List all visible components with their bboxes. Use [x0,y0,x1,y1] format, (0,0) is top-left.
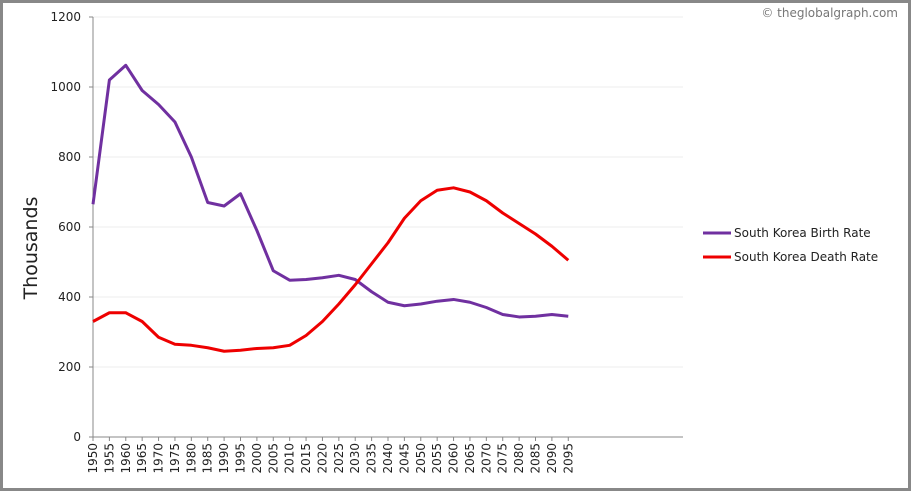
credit: © theglobalgraph.com [761,6,898,20]
y-tick-label: 800 [58,150,81,164]
y-tick-label: 1000 [50,80,81,94]
x-tick-label: 2055 [430,443,444,474]
y-tick-label: 400 [58,290,81,304]
x-tick-label: 2040 [381,443,395,474]
x-tick-label: 2010 [283,443,297,474]
x-tick-label: 2025 [332,443,346,474]
x-tick-label: 2065 [463,443,477,474]
legend-label: South Korea Death Rate [734,250,878,264]
x-tick-label: 1950 [86,443,100,474]
x-tick-label: 1965 [135,443,149,474]
legend-label: South Korea Birth Rate [734,226,871,240]
y-axis-label: Thousands [20,197,42,301]
x-tick-label: 2075 [496,443,510,474]
x-tick-label: 1985 [201,443,215,474]
chart: © theglobalgraph.com Thousands 0 200 400 60… [20,6,898,474]
x-tick-label: 2080 [512,443,526,474]
y-tick-label: 200 [58,360,81,374]
y-tick-label: 1200 [50,10,81,24]
x-tick-label: 2000 [250,443,264,474]
x-tick-label: 1980 [184,443,198,474]
x-tick-label: 2070 [479,443,493,474]
x-tick-label: 2085 [529,443,543,474]
x-tick-label: 2095 [561,443,575,474]
x-tick-label: 2005 [266,443,280,474]
x-tick-label: 2045 [397,443,411,474]
y-tick-label: 600 [58,220,81,234]
x-tick-label: 2060 [447,443,461,474]
y-tick-label: 0 [73,430,81,444]
x-tick-label: 1960 [119,443,133,474]
x-tick-label: 2035 [365,443,379,474]
x-tick-label: 1990 [217,443,231,474]
series-line [91,63,569,319]
x-tick-label: 2030 [348,443,362,474]
x-tick-label: 1975 [168,443,182,474]
x-tick-label: 1970 [152,443,166,474]
x-tick-label: 2015 [299,443,313,474]
x-tick-label: 2090 [545,443,559,474]
x-tick-label: 2050 [414,443,428,474]
x-tick-label: 1995 [234,443,248,474]
series-line [92,186,570,353]
x-tick-label: 1955 [102,443,116,474]
x-tick-label: 2020 [315,443,329,474]
